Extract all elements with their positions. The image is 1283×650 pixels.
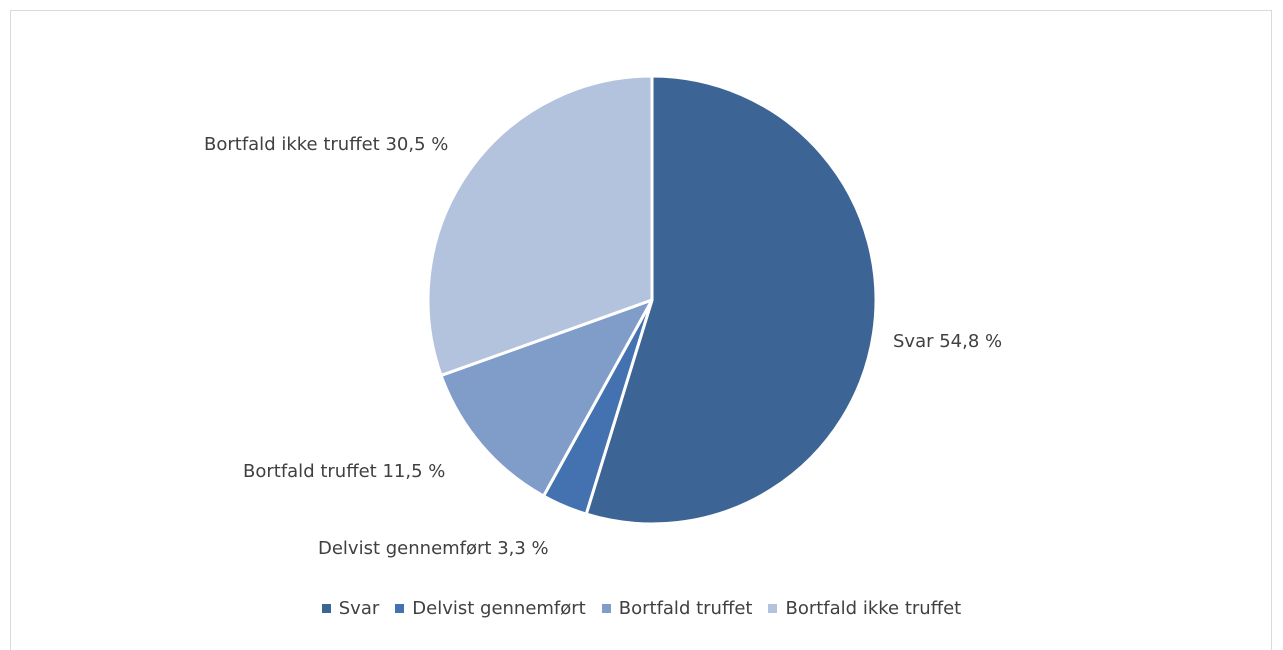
slice-labels: Svar 54,8 % Delvist gennemført 3,3 % Bor… — [204, 134, 1002, 559]
legend-swatch-svar — [321, 604, 331, 613]
legend-item-svar: Svar — [321, 598, 380, 619]
legend-label-delvist-gennemfoert: Delvist gennemført — [412, 598, 586, 619]
pie-slice-bortfald-ikke-truffet — [426, 74, 654, 377]
legend-item-delvist-gennemfoert: Delvist gennemført — [395, 598, 586, 619]
legend: Svar Delvist gennemført Bortfald truffet… — [0, 598, 1283, 619]
pie-slice-bortfald-truffet — [439, 298, 654, 498]
slice-label-bortfald-ikke-truffet: Bortfald ikke truffet 30,5 % — [204, 134, 448, 155]
slice-label-bortfald-truffet: Bortfald truffet 11,5 % — [243, 461, 445, 482]
chart-area — [10, 10, 1272, 650]
slice-label-svar: Svar 54,8 % — [893, 331, 1002, 352]
legend-item-bortfald-truffet: Bortfald truffet — [601, 598, 753, 619]
legend-swatch-bortfald-truffet — [601, 604, 611, 613]
legend-swatch-bortfald-ikke-truffet — [768, 604, 778, 613]
slice-label-delvist-gennemfoert: Delvist gennemført 3,3 % — [318, 538, 549, 559]
pie-slice-svar — [584, 74, 878, 526]
legend-label-svar: Svar — [338, 598, 380, 619]
legend-swatch-delvist-gennemfoert — [395, 604, 405, 613]
legend-label-bortfald-ikke-truffet: Bortfald ikke truffet — [785, 598, 962, 619]
legend-item-bortfald-ikke-truffet: Bortfald ikke truffet — [768, 598, 961, 619]
pie-slices — [426, 74, 878, 526]
legend-label-bortfald-truffet: Bortfald truffet — [618, 598, 753, 619]
